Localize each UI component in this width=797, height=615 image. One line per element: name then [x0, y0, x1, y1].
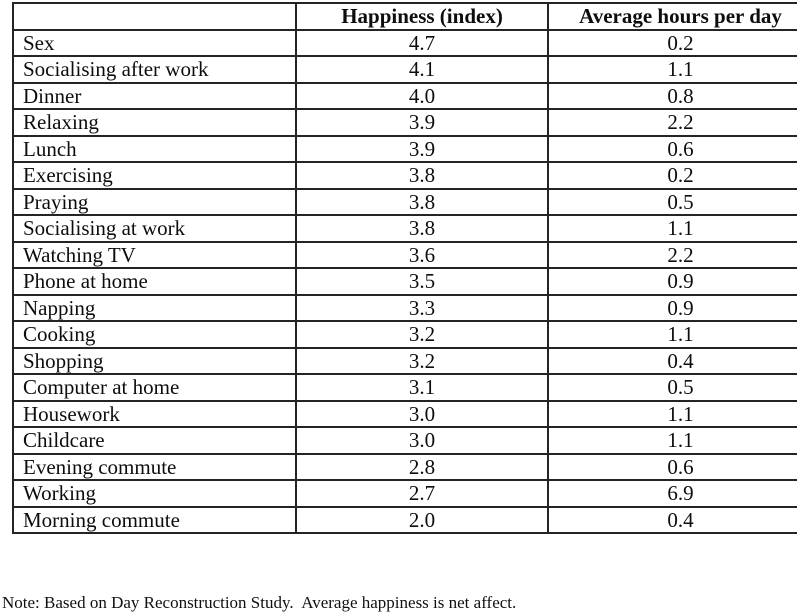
- table-row: Socialising after work 4.1 1.1: [12, 55, 797, 84]
- happiness-cell: 3.8: [295, 187, 549, 216]
- hours-cell: 0.9: [547, 293, 797, 322]
- table-row: Morning commute 2.0 0.4: [12, 505, 797, 534]
- happiness-cell: 3.2: [295, 320, 549, 349]
- activity-cell: Working: [12, 479, 297, 508]
- table-row: Napping 3.3 0.9: [12, 293, 797, 322]
- activities-happiness-table-wrap: Happiness (index) Average hours per day …: [12, 2, 797, 534]
- table-row: Dinner 4.0 0.8: [12, 81, 797, 110]
- hours-cell: 0.8: [547, 81, 797, 110]
- activity-cell: Exercising: [12, 161, 297, 190]
- table-header-row: Happiness (index) Average hours per day: [12, 2, 797, 31]
- table-row: Socialising at work 3.8 1.1: [12, 214, 797, 243]
- table-row: Housework 3.0 1.1: [12, 399, 797, 428]
- happiness-cell: 3.0: [295, 399, 549, 428]
- table-row: Praying 3.8 0.5: [12, 187, 797, 216]
- activity-cell: Morning commute: [12, 505, 297, 534]
- happiness-cell: 3.8: [295, 161, 549, 190]
- activity-cell: Praying: [12, 187, 297, 216]
- hours-cell: 1.1: [547, 399, 797, 428]
- activity-cell: Housework: [12, 399, 297, 428]
- activity-cell: Cooking: [12, 320, 297, 349]
- hours-cell: 0.4: [547, 505, 797, 534]
- activity-cell: Relaxing: [12, 108, 297, 137]
- table-row: Watching TV 3.6 2.2: [12, 240, 797, 269]
- happiness-cell: 3.6: [295, 240, 549, 269]
- activity-cell: Childcare: [12, 426, 297, 455]
- hours-cell: 0.5: [547, 373, 797, 402]
- hours-cell: 0.4: [547, 346, 797, 375]
- activities-happiness-table: Happiness (index) Average hours per day …: [12, 2, 797, 534]
- happiness-cell: 3.9: [295, 108, 549, 137]
- activity-cell: Socialising after work: [12, 55, 297, 84]
- table-row: Evening commute 2.8 0.6: [12, 452, 797, 481]
- hours-cell: 0.6: [547, 452, 797, 481]
- activity-cell: Dinner: [12, 81, 297, 110]
- hours-cell: 1.1: [547, 214, 797, 243]
- happiness-cell: 2.8: [295, 452, 549, 481]
- hours-cell: 1.1: [547, 55, 797, 84]
- col-header-hours: Average hours per day: [547, 2, 797, 31]
- table-row: Working 2.7 6.9: [12, 479, 797, 508]
- happiness-cell: 2.7: [295, 479, 549, 508]
- activity-cell: Sex: [12, 28, 297, 57]
- table-row: Phone at home 3.5 0.9: [12, 267, 797, 296]
- activity-cell: Shopping: [12, 346, 297, 375]
- hours-cell: 0.6: [547, 134, 797, 163]
- activity-cell: Napping: [12, 293, 297, 322]
- happiness-cell: 4.0: [295, 81, 549, 110]
- happiness-cell: 4.7: [295, 28, 549, 57]
- table-row: Computer at home 3.1 0.5: [12, 373, 797, 402]
- activity-cell: Computer at home: [12, 373, 297, 402]
- table-row: Exercising 3.8 0.2: [12, 161, 797, 190]
- hours-cell: 1.1: [547, 320, 797, 349]
- happiness-cell: 3.8: [295, 214, 549, 243]
- happiness-cell: 3.3: [295, 293, 549, 322]
- table-row: Cooking 3.2 1.1: [12, 320, 797, 349]
- activity-cell: Watching TV: [12, 240, 297, 269]
- activity-cell: Phone at home: [12, 267, 297, 296]
- activity-cell: Evening commute: [12, 452, 297, 481]
- happiness-cell: 3.1: [295, 373, 549, 402]
- table-body: Sex 4.7 0.2 Socialising after work 4.1 1…: [12, 28, 797, 534]
- hours-cell: 2.2: [547, 108, 797, 137]
- hours-cell: 0.2: [547, 161, 797, 190]
- happiness-cell: 3.5: [295, 267, 549, 296]
- happiness-cell: 4.1: [295, 55, 549, 84]
- table-row: Shopping 3.2 0.4: [12, 346, 797, 375]
- hours-cell: 0.5: [547, 187, 797, 216]
- table-row: Sex 4.7 0.2: [12, 28, 797, 57]
- hours-cell: 2.2: [547, 240, 797, 269]
- happiness-cell: 3.9: [295, 134, 549, 163]
- col-header-activity: [12, 2, 297, 31]
- activity-cell: Socialising at work: [12, 214, 297, 243]
- hours-cell: 0.9: [547, 267, 797, 296]
- table-row: Relaxing 3.9 2.2: [12, 108, 797, 137]
- table-row: Childcare 3.0 1.1: [12, 426, 797, 455]
- footnote: Note: Based on Day Reconstruction Study.…: [2, 593, 517, 612]
- happiness-cell: 3.0: [295, 426, 549, 455]
- hours-cell: 0.2: [547, 28, 797, 57]
- col-header-happiness: Happiness (index): [295, 2, 549, 31]
- table-row: Lunch 3.9 0.6: [12, 134, 797, 163]
- happiness-cell: 2.0: [295, 505, 549, 534]
- hours-cell: 1.1: [547, 426, 797, 455]
- happiness-cell: 3.2: [295, 346, 549, 375]
- activity-cell: Lunch: [12, 134, 297, 163]
- hours-cell: 6.9: [547, 479, 797, 508]
